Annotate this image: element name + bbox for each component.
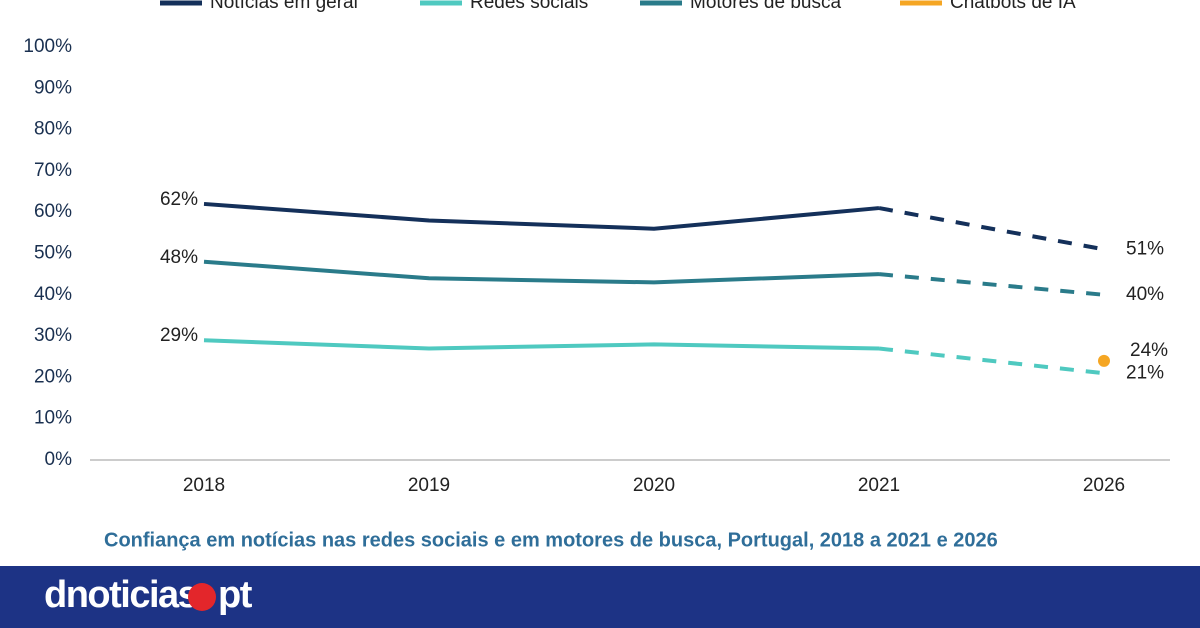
projection-line — [878, 206, 1105, 252]
series-line — [203, 201, 880, 231]
x-tick-label: 2019 — [408, 475, 450, 496]
value-label: 21% — [1126, 362, 1164, 383]
legend-label: Redes sociais — [470, 0, 588, 13]
y-tick-label: 100% — [23, 36, 72, 57]
value-label: 62% — [160, 189, 198, 210]
y-tick-label: 20% — [34, 366, 72, 387]
value-label: 40% — [1126, 284, 1164, 305]
projection-line — [878, 346, 1105, 376]
legend-label: Chatbots de IA — [950, 0, 1076, 13]
caption: Confiança em notícias nas redes sociais … — [104, 529, 998, 551]
x-tick-label: 2020 — [633, 475, 675, 496]
y-tick-label: 70% — [34, 160, 72, 181]
series-line — [203, 259, 880, 285]
logo-suffix: pt — [218, 574, 253, 616]
y-tick-label: 50% — [34, 243, 72, 264]
point — [1098, 354, 1110, 367]
y-tick-label: 30% — [34, 325, 72, 346]
y-tick-label: 10% — [34, 408, 72, 429]
y-tick-label: 60% — [34, 201, 72, 222]
y-tick-label: 40% — [34, 284, 72, 305]
legend-label: Motores de busca — [690, 0, 841, 13]
value-label: 48% — [160, 247, 198, 268]
value-label: 29% — [160, 325, 198, 346]
value-label: 24% — [1130, 340, 1168, 361]
projection-line — [878, 272, 1105, 297]
y-tick-label: 90% — [34, 77, 72, 98]
y-tick-label: 0% — [45, 449, 73, 470]
x-tick-label: 2026 — [1083, 475, 1125, 496]
logo-dot — [188, 583, 216, 611]
series-line — [203, 338, 880, 351]
x-tick-label: 2018 — [183, 475, 225, 496]
value-label: 51% — [1126, 238, 1164, 259]
x-tick-label: 2021 — [858, 475, 900, 496]
logo: dnoticias — [44, 574, 198, 616]
legend-label: Notícias em geral — [210, 0, 358, 13]
y-tick-label: 80% — [34, 119, 72, 140]
